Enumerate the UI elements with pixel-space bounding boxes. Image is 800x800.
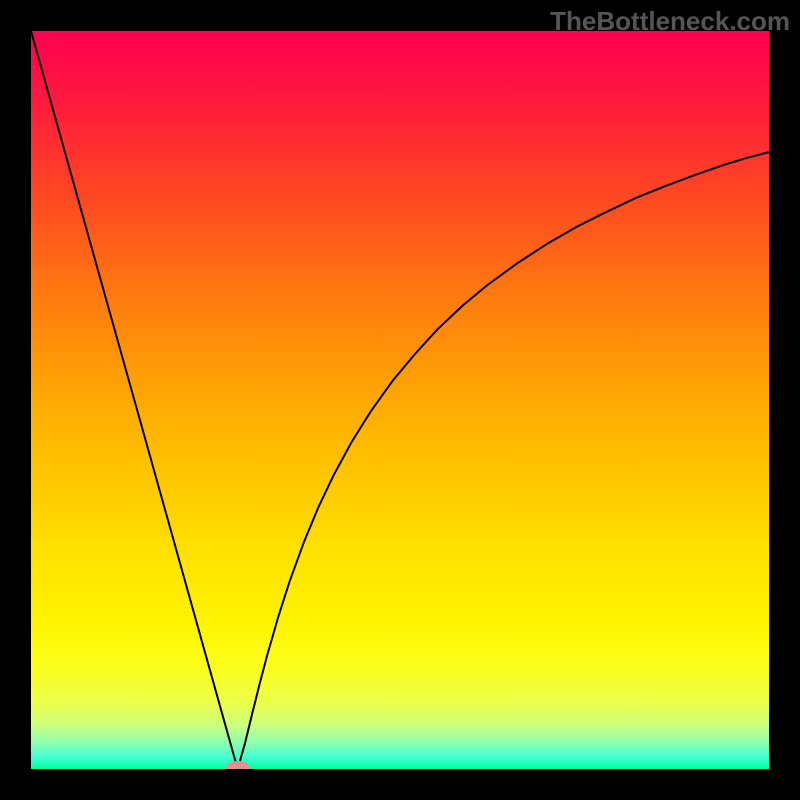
watermark-text: TheBottleneck.com — [550, 6, 790, 37]
gradient-background — [31, 31, 769, 769]
bottleneck-chart — [31, 31, 769, 769]
chart-container: TheBottleneck.com — [0, 0, 800, 800]
